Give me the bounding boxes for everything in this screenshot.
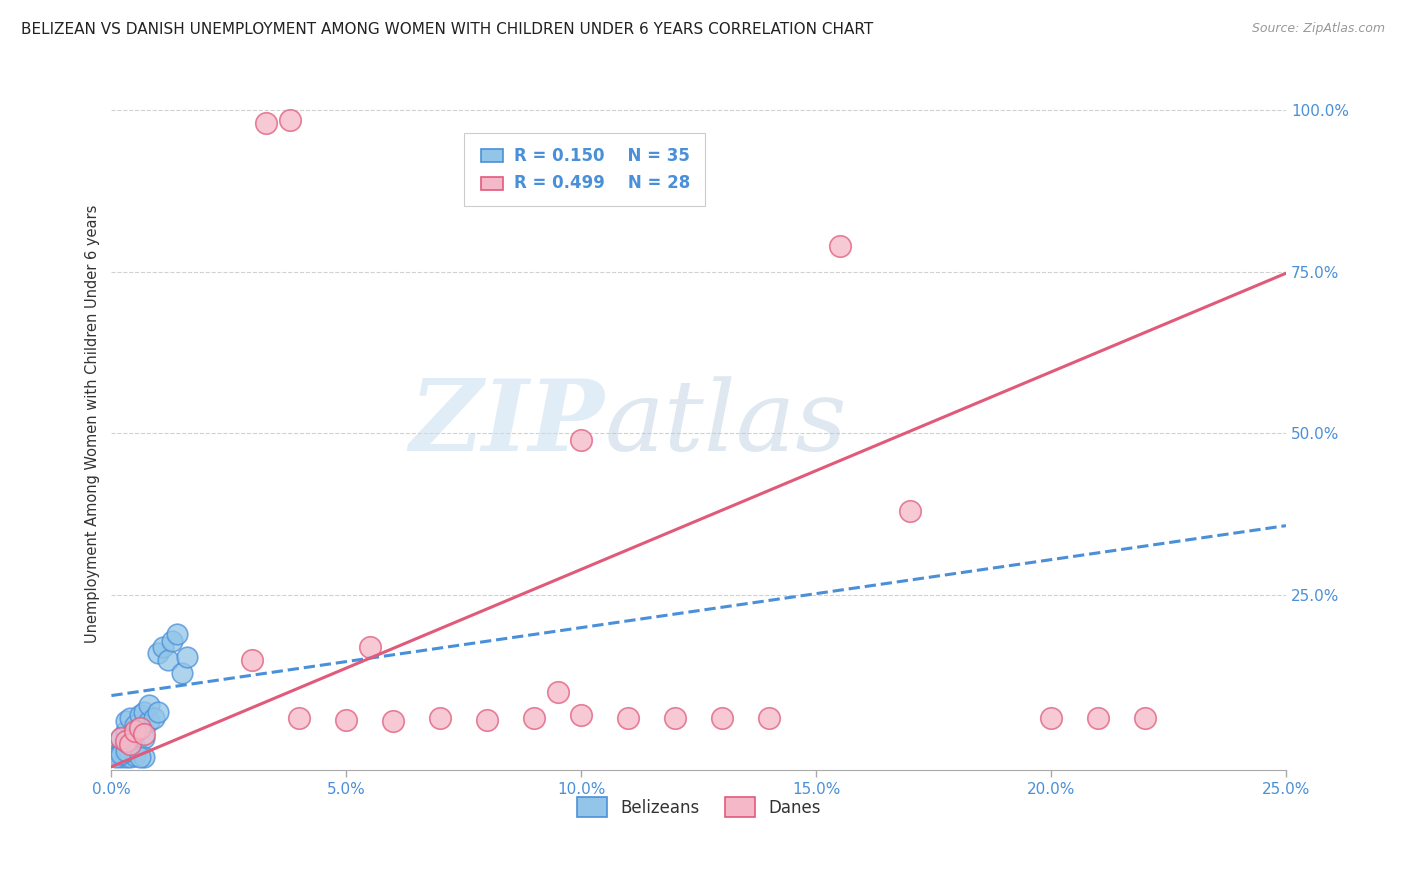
Point — [523, 711, 546, 725]
Text: atlas: atlas — [605, 376, 848, 471]
Point — [110, 743, 132, 757]
Point — [152, 640, 174, 654]
Point — [105, 750, 128, 764]
Point — [124, 748, 146, 763]
Point — [176, 649, 198, 664]
Point — [162, 633, 184, 648]
Legend: Belizeans, Danes: Belizeans, Danes — [571, 790, 827, 824]
Point — [240, 653, 263, 667]
Text: R = 0.499    N = 28: R = 0.499 N = 28 — [515, 175, 690, 193]
Point — [124, 724, 146, 739]
Point — [114, 734, 136, 748]
Point — [134, 727, 156, 741]
Point — [359, 640, 381, 654]
Point — [110, 731, 132, 745]
Point — [114, 714, 136, 729]
Point — [120, 737, 142, 751]
Point — [114, 724, 136, 739]
Text: BELIZEAN VS DANISH UNEMPLOYMENT AMONG WOMEN WITH CHILDREN UNDER 6 YEARS CORRELAT: BELIZEAN VS DANISH UNEMPLOYMENT AMONG WO… — [21, 22, 873, 37]
Point — [898, 504, 921, 518]
Point — [711, 711, 734, 725]
Point — [758, 711, 780, 725]
Point — [105, 747, 128, 761]
Point — [156, 653, 179, 667]
Point — [124, 727, 146, 741]
FancyBboxPatch shape — [481, 178, 502, 190]
Point — [114, 743, 136, 757]
Point — [335, 713, 357, 727]
Point — [110, 750, 132, 764]
Point — [134, 705, 156, 719]
Point — [170, 665, 193, 680]
Point — [148, 647, 170, 661]
Point — [1040, 711, 1063, 725]
Point — [664, 711, 686, 725]
Point — [278, 112, 301, 127]
Point — [124, 740, 146, 755]
Point — [128, 721, 150, 735]
Point — [138, 714, 160, 729]
Point — [569, 433, 592, 447]
Point — [166, 627, 188, 641]
Point — [120, 750, 142, 764]
Point — [138, 698, 160, 713]
Point — [120, 711, 142, 725]
FancyBboxPatch shape — [481, 150, 502, 162]
Point — [256, 116, 278, 130]
Point — [128, 721, 150, 735]
Point — [128, 750, 150, 764]
Point — [828, 238, 851, 252]
Point — [120, 734, 142, 748]
Point — [128, 708, 150, 723]
Point — [110, 747, 132, 761]
Point — [110, 731, 132, 745]
Point — [382, 714, 405, 729]
Point — [114, 750, 136, 764]
Point — [114, 737, 136, 751]
Point — [547, 685, 569, 699]
Point — [124, 717, 146, 731]
Point — [148, 705, 170, 719]
Point — [477, 713, 499, 727]
Point — [1087, 711, 1109, 725]
Point — [617, 711, 640, 725]
Text: Source: ZipAtlas.com: Source: ZipAtlas.com — [1251, 22, 1385, 36]
Point — [288, 711, 311, 725]
Text: R = 0.150    N = 35: R = 0.150 N = 35 — [515, 146, 690, 165]
Point — [1133, 711, 1156, 725]
Y-axis label: Unemployment Among Women with Children Under 6 years: Unemployment Among Women with Children U… — [86, 204, 100, 643]
FancyBboxPatch shape — [464, 133, 704, 205]
Point — [142, 711, 165, 725]
Text: ZIP: ZIP — [409, 376, 605, 472]
Point — [429, 711, 451, 725]
Point — [134, 731, 156, 745]
Point — [569, 708, 592, 723]
Point — [134, 750, 156, 764]
